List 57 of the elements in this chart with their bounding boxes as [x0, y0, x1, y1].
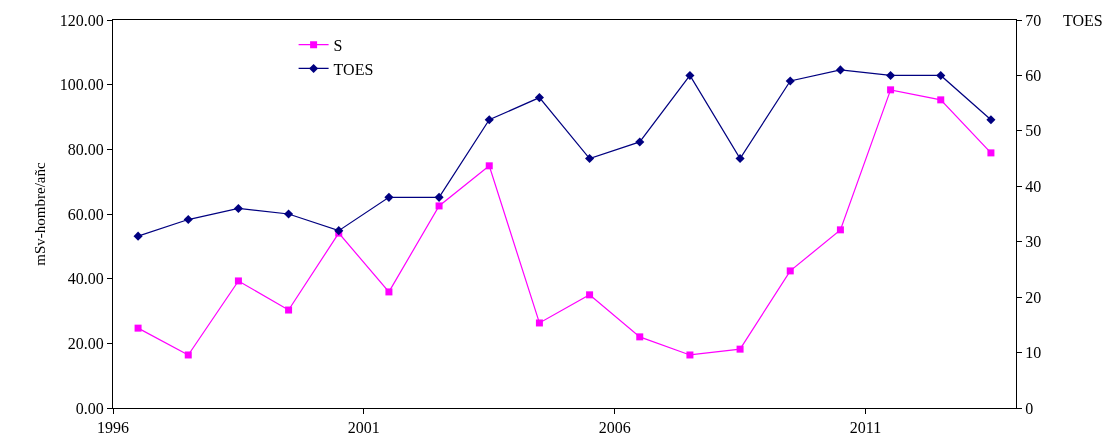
point	[233, 203, 243, 214]
point	[585, 154, 595, 164]
y2-tick-label: 20	[1025, 288, 1042, 306]
point	[635, 137, 645, 147]
point	[284, 209, 294, 219]
point	[534, 93, 544, 103]
point	[586, 291, 594, 299]
y2-tick-label: 30	[1025, 233, 1042, 251]
point	[937, 96, 945, 104]
point	[434, 192, 444, 202]
point	[133, 231, 143, 241]
point	[785, 76, 795, 86]
x-tick-label: 2011	[849, 419, 882, 437]
y-tick-label: 120.00	[59, 11, 104, 29]
y-tick-label: 40.00	[67, 270, 104, 288]
y2-tick-label: 60	[1025, 67, 1042, 85]
point	[835, 65, 845, 75]
point	[887, 86, 895, 94]
y2-tick-label: 70	[1025, 11, 1042, 29]
point	[735, 154, 745, 164]
x-tick-label: 2001	[347, 419, 380, 437]
point	[485, 162, 493, 170]
point	[786, 267, 794, 275]
point	[384, 192, 394, 202]
y2-tick-label: 40	[1025, 177, 1042, 195]
point	[183, 214, 193, 225]
point	[736, 345, 744, 353]
point	[987, 149, 995, 157]
point	[134, 324, 142, 332]
point	[535, 319, 543, 327]
point	[836, 226, 844, 234]
y-tick-label: 60.00	[67, 205, 104, 223]
y-axis-title: mSv-hombre/añc	[32, 162, 49, 266]
y-tick-label: 0.00	[75, 399, 104, 417]
point	[285, 306, 293, 314]
y-tick-label: 100.00	[59, 76, 104, 94]
point	[986, 115, 996, 125]
point	[184, 351, 192, 359]
point	[234, 277, 242, 285]
y-tick-label: 20.00	[67, 334, 104, 352]
point	[936, 70, 946, 80]
y-tick-label: 80.00	[67, 140, 104, 158]
legend-label: S	[333, 36, 343, 54]
point	[435, 202, 443, 210]
x-tick-label: 2006	[598, 419, 631, 437]
point	[484, 115, 494, 125]
y2-axis-title: TOES	[1063, 12, 1103, 29]
y2-tick-label: 50	[1025, 122, 1042, 140]
point	[686, 351, 694, 359]
point	[385, 288, 393, 296]
point	[685, 70, 695, 80]
point	[636, 333, 644, 341]
point	[886, 70, 896, 80]
y2-tick-label: 10	[1025, 344, 1042, 362]
y2-tick-label: 0	[1025, 399, 1034, 417]
legend-label: TOES	[333, 60, 374, 78]
x-tick-label: 1996	[97, 419, 129, 437]
